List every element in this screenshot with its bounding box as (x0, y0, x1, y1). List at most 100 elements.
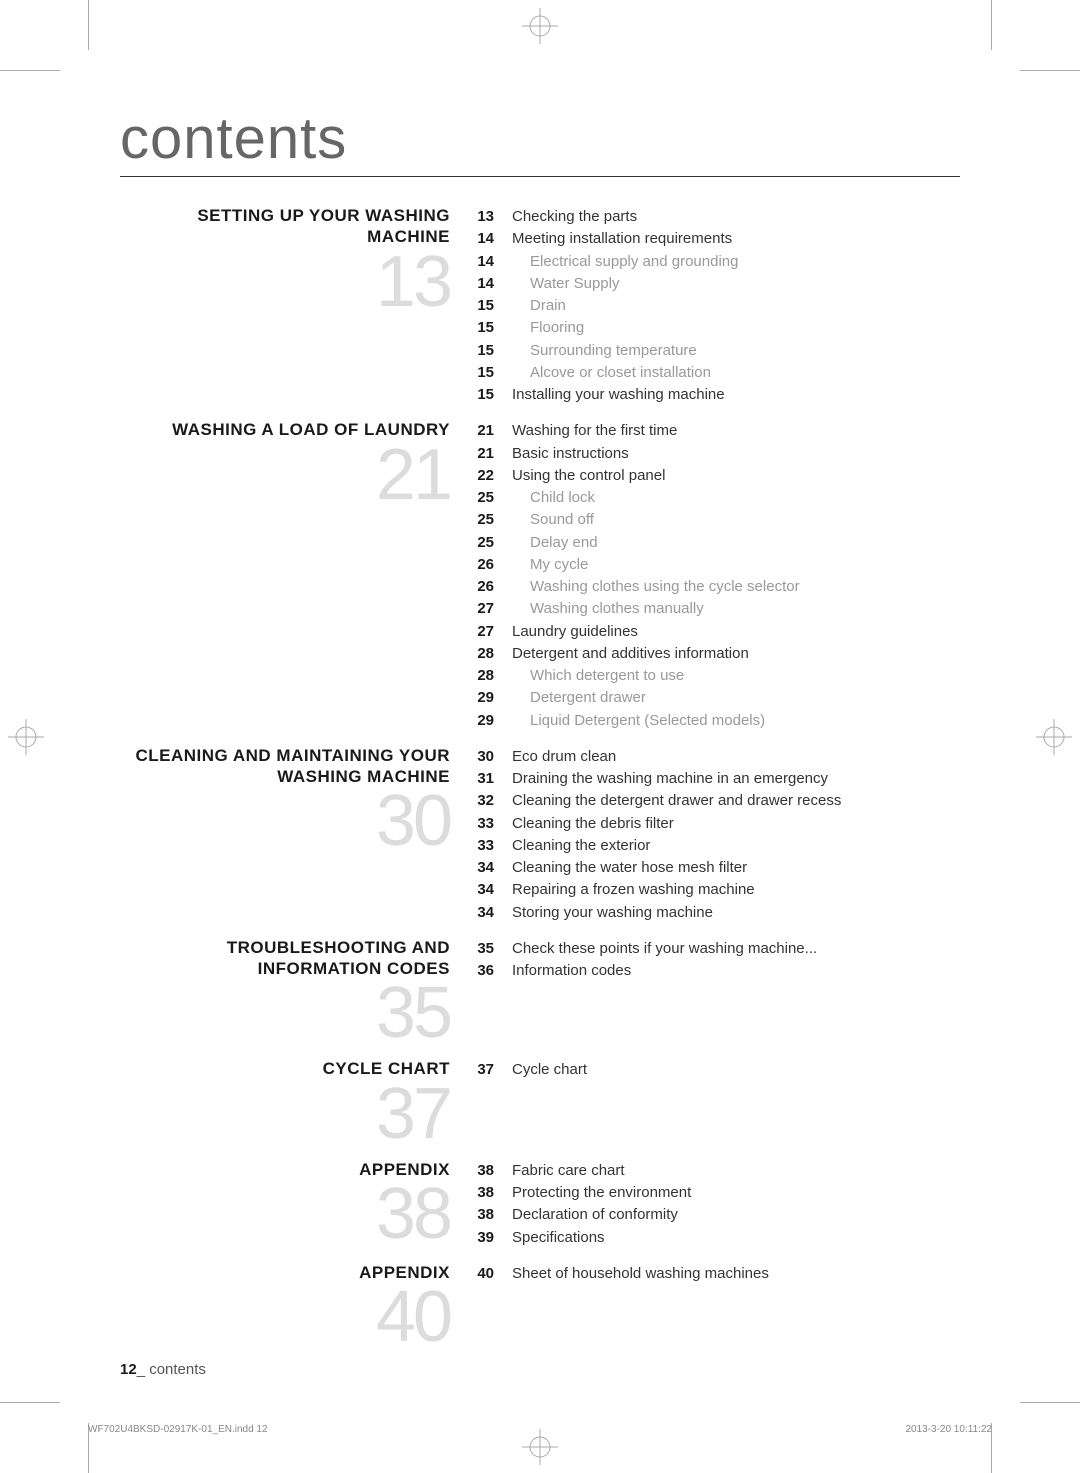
toc-section: CYCLE CHART37 37Cycle chart (120, 1058, 960, 1144)
entry-text: Water Supply (512, 274, 960, 294)
entry-page: 15 (470, 341, 494, 361)
entry-page: 21 (470, 421, 494, 441)
crop-mark (991, 0, 992, 50)
entry-page: 15 (470, 318, 494, 338)
section-entries: 40Sheet of household washing machines (470, 1262, 960, 1348)
toc-entry: 33Cleaning the exterior (470, 836, 960, 856)
entry-page: 35 (470, 939, 494, 959)
toc-entry: 40Sheet of household washing machines (470, 1264, 960, 1284)
entry-page: 36 (470, 961, 494, 981)
page-content: contents SETTING UP YOUR WASHING MACHINE… (120, 105, 960, 1348)
registration-mark-icon (1036, 719, 1072, 755)
entry-text: Delay end (512, 533, 960, 553)
section-header: SETTING UP YOUR WASHING MACHINE13 (120, 205, 450, 405)
entry-text: Detergent and additives information (512, 644, 960, 664)
entry-page: 26 (470, 555, 494, 575)
page-title: contents (120, 105, 960, 177)
entry-text: Cleaning the exterior (512, 836, 960, 856)
entry-text: Laundry guidelines (512, 622, 960, 642)
toc-entry: 14Meeting installation requirements (470, 229, 960, 249)
toc-entry: 15 Installing your washing machine (470, 385, 960, 405)
entry-text: Washing clothes manually (512, 599, 960, 619)
entry-text: Drain (512, 296, 960, 316)
entry-page: 29 (470, 711, 494, 731)
toc-entry: 26Washing clothes using the cycle select… (470, 577, 960, 597)
section-header: APPENDIX38 (120, 1159, 450, 1248)
toc-entry: 34 Storing your washing machine (470, 903, 960, 923)
entry-text: Storing your washing machine (512, 903, 960, 923)
toc-sections: SETTING UP YOUR WASHING MACHINE1313Check… (120, 205, 960, 1348)
entry-page: 25 (470, 488, 494, 508)
entry-page: 14 (470, 229, 494, 249)
section-start-page: 35 (120, 983, 450, 1044)
entry-page: 27 (470, 599, 494, 619)
entry-page: 34 (470, 880, 494, 900)
entry-page: 26 (470, 577, 494, 597)
toc-entry: 37Cycle chart (470, 1060, 960, 1080)
entry-page: 32 (470, 791, 494, 811)
entry-text: Installing your washing machine (512, 385, 960, 405)
entry-page: 14 (470, 274, 494, 294)
entry-page: 25 (470, 533, 494, 553)
registration-mark-icon (522, 8, 558, 44)
section-entries: 38Fabric care chart38Protecting the envi… (470, 1159, 960, 1248)
entry-text: Check these points if your washing machi… (512, 939, 960, 959)
entry-page: 40 (470, 1264, 494, 1284)
toc-entry: 13Checking the parts (470, 207, 960, 227)
toc-entry: 15 Surrounding temperature (470, 341, 960, 361)
entry-page: 38 (470, 1205, 494, 1225)
entry-page: 27 (470, 622, 494, 642)
crop-mark (88, 0, 89, 50)
section-start-page: 30 (120, 791, 450, 852)
entry-page: 31 (470, 769, 494, 789)
print-timestamp: 2013-3-20 10:11:22 (905, 1424, 992, 1435)
section-header: TROUBLESHOOTING AND INFORMATION CODES35 (120, 937, 450, 1045)
toc-entry: 39Specifications (470, 1228, 960, 1248)
entry-text: Sound off (512, 510, 960, 530)
toc-entry: 15Flooring (470, 318, 960, 338)
toc-entry: 35 Check these points if your washing mac… (470, 939, 960, 959)
entry-text: Information codes (512, 961, 960, 981)
toc-entry: 29Liquid Detergent (Selected models) (470, 711, 960, 731)
toc-entry: 28Detergent and additives information (470, 644, 960, 664)
toc-entry: 15Drain (470, 296, 960, 316)
entry-text: Cleaning the water hose mesh filter (512, 858, 960, 878)
toc-entry: 31Draining the washing machine in an eme… (470, 769, 960, 789)
entry-text: Eco drum clean (512, 747, 960, 767)
section-start-page: 21 (120, 445, 450, 506)
section-entries: 35 Check these points if your washing mac… (470, 937, 960, 1045)
entry-page: 15 (470, 385, 494, 405)
entry-page: 33 (470, 814, 494, 834)
entry-page: 22 (470, 466, 494, 486)
entry-text: Surrounding temperature (512, 341, 960, 361)
entry-text: Which detergent to use (512, 666, 960, 686)
entry-page: 13 (470, 207, 494, 227)
entry-page: 28 (470, 666, 494, 686)
entry-page: 34 (470, 903, 494, 923)
entry-page: 25 (470, 510, 494, 530)
entry-page: 38 (470, 1183, 494, 1203)
toc-section: WASHING A LOAD OF LAUNDRY21 21Washing for… (120, 419, 960, 731)
entry-page: 21 (470, 444, 494, 464)
footer-label: _ contents (137, 1361, 206, 1378)
toc-entry: 38Fabric care chart (470, 1161, 960, 1181)
toc-entry: 34Cleaning the water hose mesh filter (470, 858, 960, 878)
entry-text: Using the control panel (512, 466, 960, 486)
section-header: WASHING A LOAD OF LAUNDRY21 (120, 419, 450, 731)
toc-entry: 21Washing for the first time (470, 421, 960, 441)
toc-entry: 32Cleaning the detergent drawer and draw… (470, 791, 960, 811)
entry-text: Electrical supply and grounding (512, 252, 960, 272)
toc-entry: 26My cycle (470, 555, 960, 575)
crop-mark (0, 1402, 60, 1403)
entry-page: 39 (470, 1228, 494, 1248)
entry-text: Repairing a frozen washing machine (512, 880, 960, 900)
toc-entry: 25 Sound off (470, 510, 960, 530)
toc-section: CLEANING AND MAINTAINING YOUR WASHING MA… (120, 745, 960, 923)
crop-mark (0, 70, 60, 71)
toc-entry: 25Child lock (470, 488, 960, 508)
toc-entry: 38Protecting the environment (470, 1183, 960, 1203)
toc-section: APPENDIX4040Sheet of household washing m… (120, 1262, 960, 1348)
section-header: CYCLE CHART37 (120, 1058, 450, 1144)
toc-entry: 28 Which detergent to use (470, 666, 960, 686)
entry-text: Alcove or closet installation (512, 363, 960, 383)
